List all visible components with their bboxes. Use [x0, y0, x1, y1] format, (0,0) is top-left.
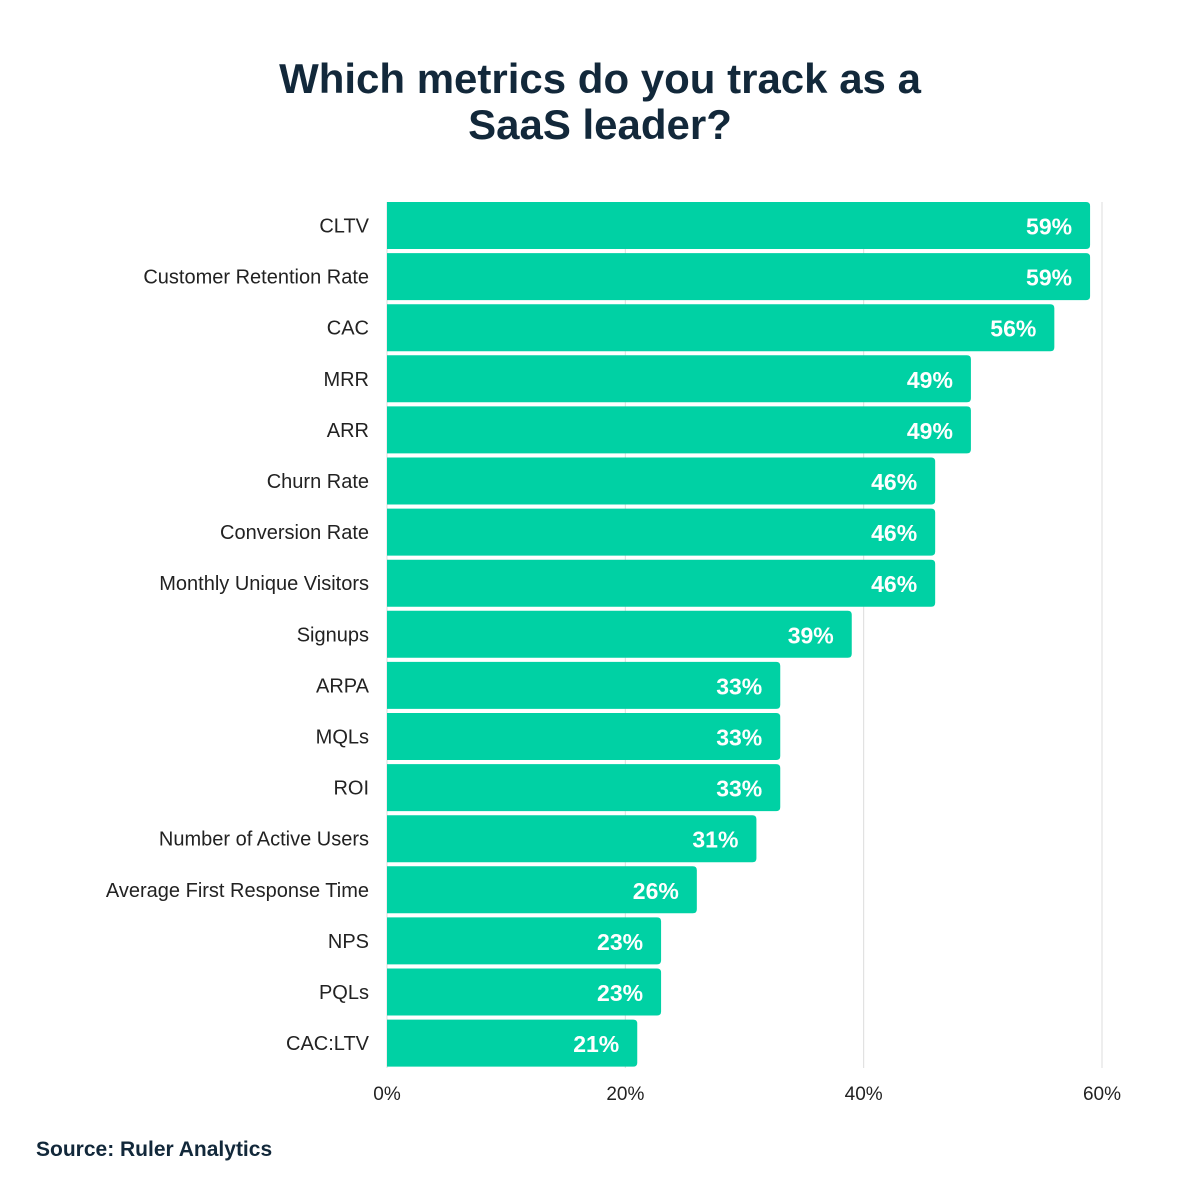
bar — [386, 202, 1091, 249]
data-label: 49% — [907, 367, 953, 393]
category-label: CLTV — [319, 216, 369, 238]
data-label: 46% — [871, 520, 917, 546]
category-label: Customer Retention Rate — [143, 267, 369, 289]
category-label: Signups — [297, 624, 369, 646]
data-label: 23% — [597, 929, 643, 955]
bar — [387, 508, 936, 556]
x-tick-label: 40% — [845, 1084, 883, 1105]
x-tick-label: 20% — [606, 1084, 644, 1105]
data-label: 21% — [573, 1031, 619, 1057]
category-label: NPS — [328, 931, 369, 953]
bar — [387, 457, 936, 505]
category-label: ARR — [327, 420, 369, 442]
category-label: CAC:LTV — [286, 1033, 370, 1055]
data-label: 59% — [1026, 214, 1072, 240]
bar — [387, 917, 662, 965]
data-label: 49% — [907, 418, 953, 444]
data-label: 59% — [1026, 265, 1072, 291]
bar — [386, 253, 1091, 301]
data-label: 33% — [716, 776, 762, 802]
category-label: Conversion Rate — [220, 522, 369, 544]
bar — [387, 1019, 638, 1067]
bar — [387, 610, 852, 658]
category-label: Number of Active Users — [159, 829, 369, 851]
bar — [387, 866, 697, 914]
category-label: Churn Rate — [267, 471, 369, 493]
bar — [387, 406, 971, 454]
category-label: ROI — [333, 778, 369, 800]
data-label: 31% — [692, 827, 738, 853]
bar — [387, 713, 781, 760]
data-label: 33% — [716, 725, 762, 751]
source-label: Source: Ruler Analytics — [36, 1138, 273, 1161]
data-label: 23% — [597, 980, 643, 1006]
data-label: 56% — [990, 316, 1036, 342]
data-label: 46% — [871, 571, 917, 597]
bar — [387, 661, 781, 709]
category-label: Monthly Unique Visitors — [159, 573, 369, 595]
category-label: MQLs — [316, 727, 369, 749]
category-label: Average First Response Time — [106, 880, 369, 902]
data-label: 39% — [788, 622, 834, 648]
category-label: PQLs — [319, 982, 369, 1004]
x-tick-label: 0% — [373, 1084, 401, 1105]
data-label: 26% — [633, 878, 679, 904]
category-label: ARPA — [316, 675, 370, 697]
data-label: 46% — [871, 469, 917, 495]
bar — [387, 764, 781, 812]
category-label: MRR — [323, 369, 369, 391]
bar — [387, 968, 662, 1016]
category-label: CAC — [327, 318, 369, 340]
bar — [386, 304, 1055, 352]
bar — [387, 355, 971, 403]
bar — [386, 815, 757, 863]
chart-title: Which metrics do you track as a SaaS lead… — [279, 55, 921, 148]
x-tick-label: 60% — [1083, 1084, 1121, 1105]
data-label: 33% — [716, 673, 762, 699]
bar — [387, 559, 936, 607]
